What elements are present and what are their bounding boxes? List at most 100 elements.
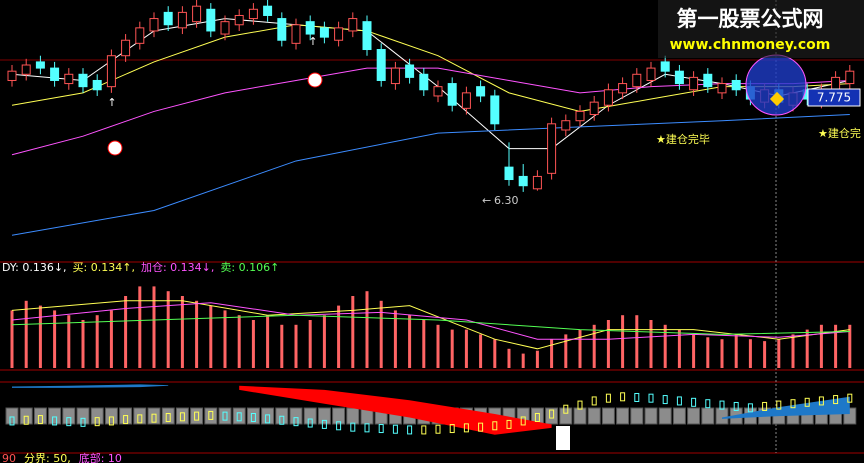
footer-label: 底部: 10	[79, 451, 122, 463]
candle-body	[291, 24, 301, 44]
candle-body	[135, 27, 145, 44]
bar	[379, 300, 383, 368]
moving-average	[11, 114, 850, 236]
candle-body	[547, 123, 557, 174]
band-block	[5, 407, 19, 425]
band-block	[715, 407, 729, 425]
signal-diamond	[769, 91, 785, 107]
bar	[408, 315, 412, 368]
candle-body	[561, 120, 571, 131]
candle-body	[277, 18, 287, 41]
bar	[493, 339, 497, 368]
signal-dot	[9, 416, 15, 426]
candle-body	[121, 39, 131, 57]
watermark-title: 第一股票公式网	[677, 7, 824, 31]
candle-body	[149, 18, 159, 32]
band-block	[658, 407, 672, 425]
bar	[819, 324, 823, 368]
candle-body	[206, 8, 216, 32]
bar	[365, 291, 369, 368]
bar	[564, 334, 568, 368]
bar	[294, 324, 298, 368]
candle-body	[177, 11, 187, 29]
bar	[649, 320, 653, 368]
signal-dot	[492, 421, 498, 431]
signal-dot	[435, 424, 441, 434]
band-block	[289, 407, 303, 425]
bar	[67, 315, 71, 368]
band-block	[332, 407, 346, 425]
signal-dot	[279, 415, 285, 425]
moving-average	[11, 18, 850, 150]
candle-body	[64, 73, 74, 85]
band-block	[303, 407, 317, 425]
signal-dot	[80, 417, 86, 427]
candle-body	[845, 70, 855, 85]
signal-dot	[705, 399, 711, 409]
signal-dot	[620, 392, 626, 402]
signal-dot	[634, 392, 640, 402]
bar	[834, 324, 838, 368]
signal-dot	[392, 424, 398, 434]
bar	[692, 334, 696, 368]
bar	[195, 300, 199, 368]
signal-dot	[449, 424, 455, 434]
signal-dot	[804, 397, 810, 407]
signal-dot	[421, 425, 427, 435]
signal-dot	[648, 393, 654, 403]
low-label: 6.30	[494, 194, 519, 207]
candle-body	[376, 49, 386, 81]
price-box	[807, 88, 861, 107]
bar	[24, 300, 28, 368]
signal-dot	[250, 413, 256, 422]
band-block	[346, 407, 360, 425]
band-block	[317, 407, 331, 425]
smiley	[307, 72, 323, 88]
signal-dot	[236, 412, 242, 422]
band-block	[246, 407, 260, 425]
bar	[180, 296, 184, 368]
signal-dot	[762, 401, 768, 411]
indicator-line	[11, 300, 850, 350]
candle-body	[476, 86, 486, 97]
arrow-up: ↑	[308, 35, 317, 48]
candle-body	[575, 110, 585, 122]
candle-body	[703, 73, 713, 88]
bar	[223, 310, 227, 368]
signal-dot	[463, 423, 469, 433]
signal-dot	[52, 416, 58, 426]
bar	[621, 315, 625, 368]
signal-dot	[747, 403, 753, 413]
signal-dot	[208, 410, 214, 420]
band-block	[190, 407, 204, 425]
bar	[521, 353, 525, 368]
bar	[308, 320, 312, 368]
signal-dot	[165, 413, 171, 422]
band-block	[616, 407, 630, 425]
signal-dot	[719, 400, 725, 410]
candle-body	[490, 95, 500, 125]
band-block	[218, 407, 232, 425]
candle-body	[618, 83, 628, 94]
watermark-box	[658, 0, 864, 58]
bar	[479, 334, 483, 368]
candle-body	[419, 73, 429, 91]
candle-body	[390, 67, 400, 85]
bar	[138, 286, 142, 368]
bar	[848, 324, 852, 368]
candle-body	[447, 83, 457, 106]
bar	[535, 350, 539, 368]
signal-label: ★建仓完毕	[656, 132, 710, 146]
candle-body	[21, 64, 31, 75]
bar	[777, 339, 781, 368]
candle-body	[689, 76, 699, 91]
bar	[578, 329, 582, 368]
last-price: 7.775	[817, 91, 851, 105]
signal-dot	[577, 400, 583, 410]
signal-dot	[66, 417, 72, 427]
bar	[450, 329, 454, 368]
bar	[237, 315, 241, 368]
indicator-line	[11, 302, 850, 340]
